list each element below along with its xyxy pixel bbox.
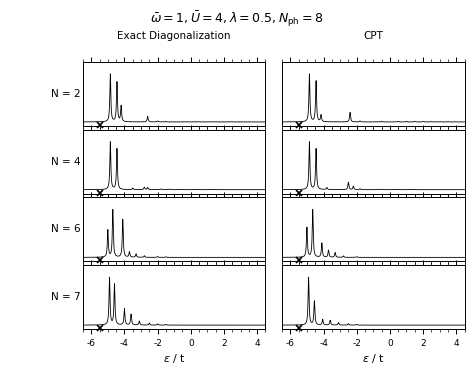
- Text: N = 2: N = 2: [51, 89, 81, 99]
- Text: N = 6: N = 6: [51, 224, 81, 234]
- Text: N = 7: N = 7: [51, 292, 81, 302]
- Text: Exact Diagonalization: Exact Diagonalization: [118, 31, 231, 41]
- Text: $\varepsilon$ / t: $\varepsilon$ / t: [362, 352, 385, 365]
- Text: N = 4: N = 4: [51, 157, 81, 166]
- Text: $\varepsilon$ / t: $\varepsilon$ / t: [163, 352, 186, 365]
- Text: $\bar{\omega} = 1, \bar{U} = 4, \lambda = 0.5, N_{\mathrm{ph}} = 8$: $\bar{\omega} = 1, \bar{U} = 4, \lambda …: [150, 10, 324, 29]
- Text: CPT: CPT: [364, 31, 383, 41]
